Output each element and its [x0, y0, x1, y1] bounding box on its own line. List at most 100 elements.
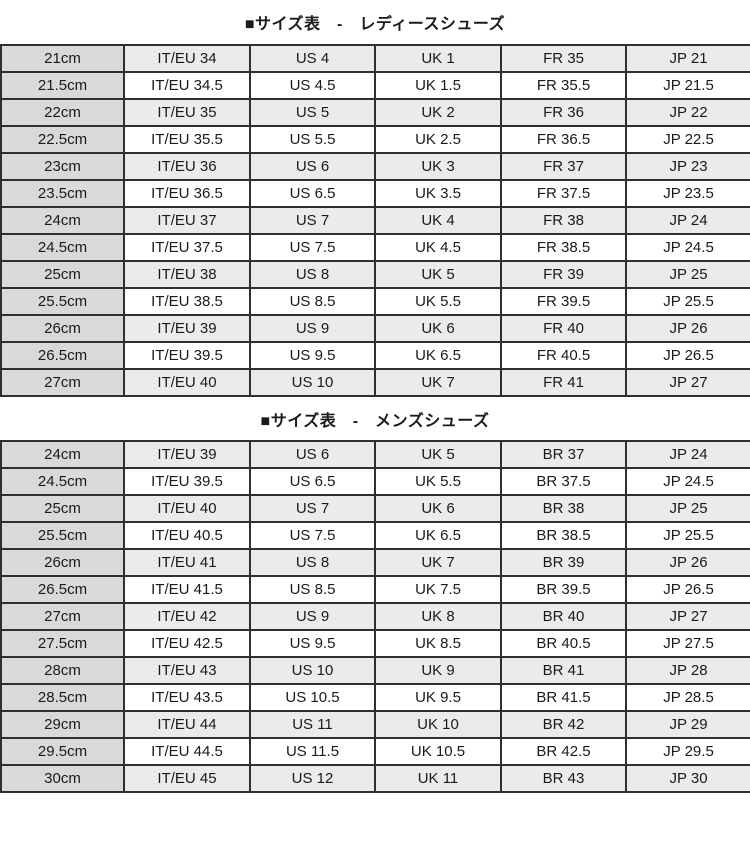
size-cell: JP 23 [625, 152, 750, 181]
size-cell: UK 10.5 [374, 737, 502, 766]
size-cell: IT/EU 45 [123, 764, 251, 793]
size-cell: UK 5 [374, 260, 502, 289]
size-cell: US 7 [249, 494, 376, 523]
size-cell: US 5.5 [249, 125, 376, 154]
size-cell: IT/EU 39.5 [123, 341, 251, 370]
size-cell: IT/EU 37 [123, 206, 251, 235]
size-cell: UK 6 [374, 494, 502, 523]
size-cell: JP 28.5 [625, 683, 750, 712]
size-cell: IT/EU 43.5 [123, 683, 251, 712]
size-cell: IT/EU 38.5 [123, 287, 251, 316]
cm-size-cell: 22.5cm [0, 125, 125, 154]
cm-size-cell: 21cm [0, 44, 125, 73]
size-cell: US 6 [249, 440, 376, 469]
size-cell: UK 7.5 [374, 575, 502, 604]
size-cell: JP 26 [625, 548, 750, 577]
cm-size-cell: 25.5cm [0, 287, 125, 316]
size-cell: US 5 [249, 98, 376, 127]
size-cell: BR 40.5 [500, 629, 627, 658]
size-cell: JP 24.5 [625, 467, 750, 496]
table-row: 23cm IT/EU 36 US 6 UK 3 FR 37 JP 23 [0, 152, 750, 181]
size-cell: UK 1 [374, 44, 502, 73]
size-cell: JP 21 [625, 44, 750, 73]
size-cell: UK 2 [374, 98, 502, 127]
table-row: 25.5cm IT/EU 40.5 US 7.5 UK 6.5 BR 38.5 JP 25… [0, 521, 750, 550]
size-cell: BR 37 [500, 440, 627, 469]
size-cell: IT/EU 44.5 [123, 737, 251, 766]
size-cell: FR 38 [500, 206, 627, 235]
table-row: 27.5cm IT/EU 42.5 US 9.5 UK 8.5 BR 40.5 JP 27… [0, 629, 750, 658]
cm-size-cell: 24cm [0, 440, 125, 469]
table-row: 23.5cm IT/EU 36.5 US 6.5 UK 3.5 FR 37.5 JP 23… [0, 179, 750, 208]
size-cell: BR 41 [500, 656, 627, 685]
size-cell: FR 36.5 [500, 125, 627, 154]
size-cell: JP 24 [625, 206, 750, 235]
cm-size-cell: 26.5cm [0, 341, 125, 370]
table-row: 22.5cm IT/EU 35.5 US 5.5 UK 2.5 FR 36.5 JP 22… [0, 125, 750, 154]
size-cell: UK 5 [374, 440, 502, 469]
table-row: 29.5cm IT/EU 44.5 US 11.5 UK 10.5 BR 42.5 JP … [0, 737, 750, 766]
cm-size-cell: 28cm [0, 656, 125, 685]
table-row: 28cm IT/EU 43 US 10 UK 9 BR 41 JP 28 [0, 656, 750, 685]
size-cell: IT/EU 44 [123, 710, 251, 739]
size-cell: FR 35.5 [500, 71, 627, 100]
size-cell: FR 37 [500, 152, 627, 181]
cm-size-cell: 28.5cm [0, 683, 125, 712]
cm-size-cell: 22cm [0, 98, 125, 127]
cm-size-cell: 26.5cm [0, 575, 125, 604]
size-cell: US 9 [249, 314, 376, 343]
size-cell: IT/EU 35 [123, 98, 251, 127]
size-cell: UK 4.5 [374, 233, 502, 262]
size-cell: JP 30 [625, 764, 750, 793]
size-cell: UK 11 [374, 764, 502, 793]
size-cell: UK 6.5 [374, 341, 502, 370]
size-cell: UK 5.5 [374, 467, 502, 496]
size-cell: US 10 [249, 368, 376, 397]
table-row: 26cm IT/EU 41 US 8 UK 7 BR 39 JP 26 [0, 548, 750, 577]
size-cell: BR 42 [500, 710, 627, 739]
size-cell: US 10.5 [249, 683, 376, 712]
size-cell: IT/EU 39.5 [123, 467, 251, 496]
table-row: 25.5cm IT/EU 38.5 US 8.5 UK 5.5 FR 39.5 JP 25… [0, 287, 750, 316]
size-cell: JP 26.5 [625, 341, 750, 370]
table-row: 26.5cm IT/EU 41.5 US 8.5 UK 7.5 BR 39.5 JP 26… [0, 575, 750, 604]
size-cell: FR 40.5 [500, 341, 627, 370]
size-cell: UK 7 [374, 548, 502, 577]
size-cell: UK 6.5 [374, 521, 502, 550]
table-row: 25cm IT/EU 38 US 8 UK 5 FR 39 JP 25 [0, 260, 750, 289]
table-row: 24cm IT/EU 37 US 7 UK 4 FR 38 JP 24 [0, 206, 750, 235]
cm-size-cell: 24cm [0, 206, 125, 235]
size-cell: FR 40 [500, 314, 627, 343]
size-cell: BR 40 [500, 602, 627, 631]
size-cell: IT/EU 39 [123, 314, 251, 343]
size-cell: BR 42.5 [500, 737, 627, 766]
table-row: 24cm IT/EU 39 US 6 UK 5 BR 37 JP 24 [0, 440, 750, 469]
size-cell: BR 39 [500, 548, 627, 577]
size-cell: JP 27 [625, 602, 750, 631]
size-cell: IT/EU 36 [123, 152, 251, 181]
size-cell: US 8.5 [249, 287, 376, 316]
size-cell: IT/EU 40 [123, 494, 251, 523]
size-cell: IT/EU 35.5 [123, 125, 251, 154]
size-cell: FR 39 [500, 260, 627, 289]
size-cell: US 4 [249, 44, 376, 73]
cm-size-cell: 21.5cm [0, 71, 125, 100]
size-cell: JP 23.5 [625, 179, 750, 208]
cm-size-cell: 27cm [0, 368, 125, 397]
cm-size-cell: 23.5cm [0, 179, 125, 208]
size-cell: UK 9 [374, 656, 502, 685]
cm-size-cell: 25.5cm [0, 521, 125, 550]
cm-size-cell: 24.5cm [0, 467, 125, 496]
table-row: 25cm IT/EU 40 US 7 UK 6 BR 38 JP 25 [0, 494, 750, 523]
cm-size-cell: 24.5cm [0, 233, 125, 262]
cm-size-cell: 29.5cm [0, 737, 125, 766]
mens-size-table-title: ■サイズ表 - メンズシューズ [260, 412, 490, 430]
size-cell: UK 5.5 [374, 287, 502, 316]
size-cell: US 8 [249, 260, 376, 289]
table-row: 24.5cm IT/EU 37.5 US 7.5 UK 4.5 FR 38.5 JP 24… [0, 233, 750, 262]
table-row: 27cm IT/EU 42 US 9 UK 8 BR 40 JP 27 [0, 602, 750, 631]
size-cell: IT/EU 38 [123, 260, 251, 289]
size-cell: JP 25 [625, 260, 750, 289]
size-cell: FR 35 [500, 44, 627, 73]
